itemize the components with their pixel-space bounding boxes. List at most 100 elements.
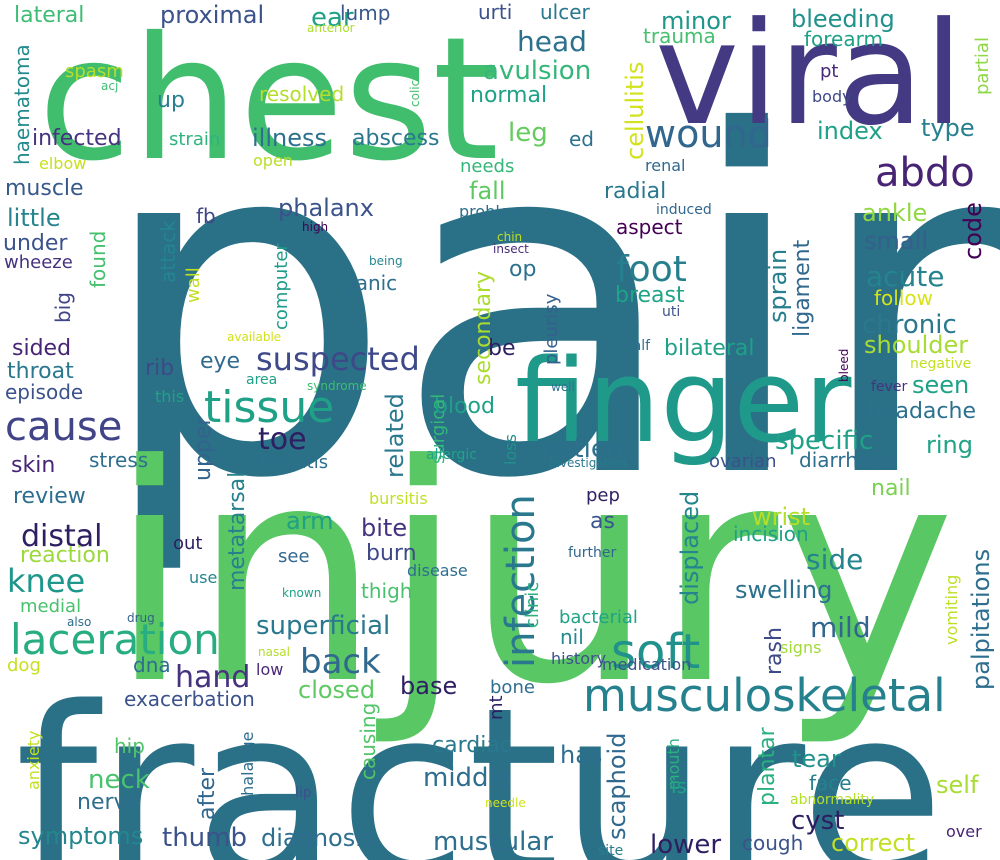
word-wound: wound [645, 112, 772, 157]
word-fracture: fracture [15, 657, 945, 860]
word-has: has [560, 741, 603, 770]
word-correct: correct [831, 829, 916, 858]
word-index: index [817, 117, 883, 146]
word-minor: minor [661, 7, 731, 36]
word-resolved: resolved [259, 82, 345, 107]
word-closed: closed [298, 676, 376, 705]
word-review: review [13, 483, 86, 509]
word-bleeding: bleeding [791, 5, 895, 34]
word-ligament: ligament [789, 239, 815, 337]
word-cellulitis: cellulitis [621, 61, 650, 160]
word-code: code [959, 202, 988, 260]
word-small: small [864, 227, 928, 256]
word-site: site [598, 843, 624, 860]
word-insect: insect [493, 241, 529, 256]
word-big: big [51, 292, 76, 323]
word-chin: chin [497, 229, 523, 244]
word-wrist: wrist [752, 503, 811, 532]
word-lip: lip [295, 785, 312, 802]
word-rib: rib [145, 355, 175, 381]
word-laceration: laceration [10, 615, 220, 665]
word-loss: loss [500, 434, 520, 465]
word-over: over [946, 821, 982, 841]
word-type: type [921, 114, 975, 143]
word-pain: pain [95, 34, 1000, 582]
word-nasal: nasal [258, 644, 290, 659]
word-plantar: plantar [754, 727, 780, 806]
word-allergic: allergic [426, 447, 477, 464]
word-attack: attack [156, 220, 181, 283]
word-base: base [400, 672, 458, 701]
word-bone: bone [490, 676, 535, 698]
word-nail: nail [871, 475, 911, 501]
word-renal: renal [645, 155, 686, 175]
word-follow: follow [874, 286, 933, 311]
word-knee: knee [7, 562, 86, 601]
word-mild: mild [810, 611, 871, 645]
word-seen: seen [912, 371, 970, 400]
word-cardiac: cardiac [432, 732, 512, 758]
word-abnormality: abnormality [790, 792, 875, 809]
word-eye: eye [200, 348, 241, 374]
word-further: further [568, 545, 617, 562]
word-pep: pep [586, 484, 620, 506]
word-hand: hand [175, 659, 251, 695]
word-also: also [67, 614, 92, 629]
word-back: back [300, 642, 381, 683]
word-fall: fall [469, 177, 506, 206]
word-normal: normal [470, 82, 548, 108]
word-fasciitis: fasciitis [260, 451, 329, 473]
word-diagnosis: diagnosis [261, 824, 375, 853]
word-toe: toe [258, 421, 307, 457]
word-body: body [812, 86, 852, 106]
word-acute: acute [866, 260, 945, 294]
word-patient: patient [541, 433, 634, 464]
word-illness: illness [252, 124, 327, 153]
word-neck: neck [88, 764, 150, 795]
word-spasm: spasm [65, 60, 124, 82]
word-shoulder: shoulder [864, 331, 969, 360]
word-colic: colic [407, 79, 422, 107]
word-chest: chest [38, 1, 500, 200]
word-leg: leg [508, 117, 548, 148]
word-low: low [256, 659, 284, 679]
word-diarrhoea: diarrhoea [799, 448, 895, 473]
word-disease: disease [407, 560, 468, 580]
word-soft: soft [611, 623, 701, 680]
word-this: this [155, 386, 185, 406]
word-ulcer: ulcer [540, 0, 590, 25]
word-forearm: forearm [804, 27, 883, 52]
word-infected: infected [32, 125, 122, 151]
word-induced: induced [656, 202, 712, 219]
word-radial: radial [604, 178, 667, 204]
word-computer: computer [270, 243, 292, 330]
word-muscular: muscular [433, 826, 553, 857]
word-partial: partial [971, 37, 993, 95]
word-negative: negative [910, 356, 972, 373]
word-viral: viral [655, 0, 964, 158]
word-palpitations: palpitations [967, 548, 996, 690]
word-finger: finger [515, 335, 852, 470]
word-fever: fever [871, 379, 908, 396]
word-wheeze: wheeze [4, 251, 73, 273]
word-distal: distal [21, 518, 103, 554]
word-nil: nil [560, 625, 584, 650]
word-nerve: nerve [77, 789, 141, 815]
word-open: open [253, 150, 293, 170]
word-sided: sided [12, 335, 72, 361]
word-strain: strain [169, 128, 221, 150]
word-skin: skin [11, 452, 56, 478]
word-tear: tear [792, 745, 841, 774]
word-urti: urti [478, 0, 513, 25]
word-fb: fb [196, 204, 216, 229]
word-out: out [173, 532, 203, 554]
word-avulsion: avulsion [483, 55, 592, 86]
word-ovarian: ovarian [709, 450, 777, 472]
word-upper: upper [190, 416, 216, 481]
word-mt: mt [485, 695, 507, 720]
word-lower: lower [650, 829, 722, 860]
word-bleed: bleed [836, 348, 851, 382]
word-tissue: tissue [204, 381, 335, 433]
word-op: op [509, 256, 537, 282]
word-side: side [806, 543, 864, 577]
